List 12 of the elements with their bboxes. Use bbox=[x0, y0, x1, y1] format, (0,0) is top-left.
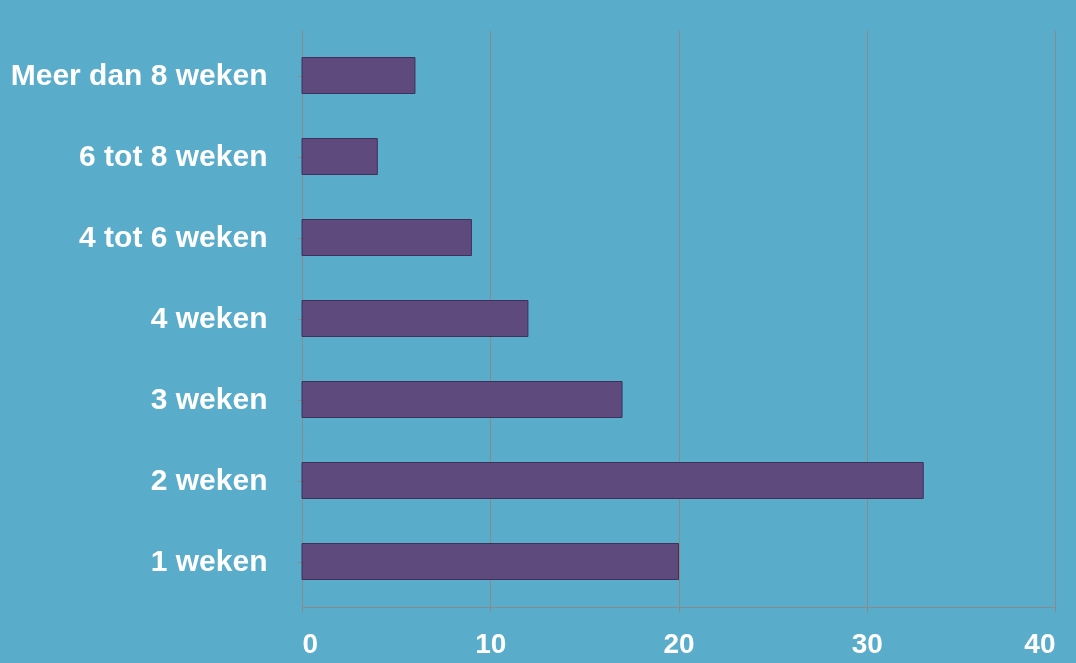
y-tick-label: 4 tot 6 weken bbox=[79, 220, 268, 253]
x-tick-label: 10 bbox=[475, 627, 507, 659]
y-tick-label: 3 weken bbox=[150, 382, 268, 415]
y-tick-label: Meer dan 8 weken bbox=[10, 58, 268, 91]
y-tick-label: 4 weken bbox=[150, 301, 268, 334]
x-tick-label: 40 bbox=[1024, 627, 1056, 659]
x-tick-label: 30 bbox=[851, 627, 883, 659]
y-tick-label: 6 tot 8 weken bbox=[79, 139, 268, 172]
y-tick-label: 1 weken bbox=[150, 544, 268, 577]
y-tick-label: 2 weken bbox=[150, 463, 268, 496]
x-tick-label: 0 bbox=[302, 627, 319, 659]
x-tick-label: 20 bbox=[663, 627, 695, 659]
